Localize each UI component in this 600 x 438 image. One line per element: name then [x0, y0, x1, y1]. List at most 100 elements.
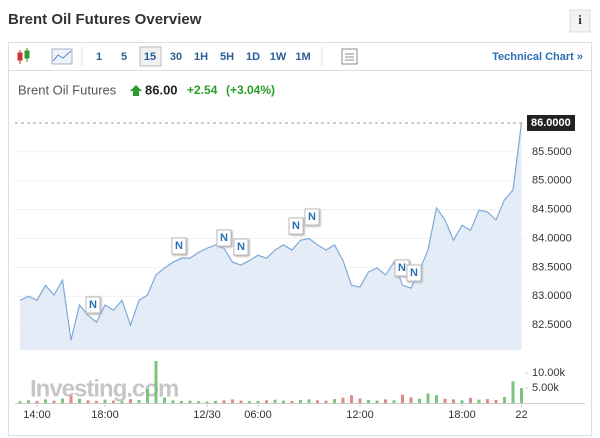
period-button[interactable]: 5H — [220, 51, 234, 63]
quote-change-pct: (+3.04%) — [226, 83, 275, 97]
news-marker[interactable] — [216, 229, 232, 247]
volume-bar — [401, 394, 404, 403]
volume-bar — [163, 397, 166, 403]
volume-bar — [214, 400, 217, 403]
price-area — [20, 122, 522, 350]
volume-bar — [409, 397, 413, 403]
x-tick-label: 12/30 — [193, 409, 221, 421]
x-tick-label: 18:00 — [91, 409, 119, 421]
volume-bar — [511, 381, 515, 403]
volume-bar — [503, 397, 506, 403]
volume-bar — [78, 398, 81, 403]
volume-bar — [392, 400, 396, 403]
technical-chart-link[interactable]: Technical Chart » — [492, 51, 583, 63]
x-tick-label: 18:00 — [448, 409, 476, 421]
volume-bar — [103, 399, 107, 403]
volume-bar — [358, 398, 362, 403]
volume-bar — [146, 388, 149, 403]
last-price-box — [527, 114, 575, 131]
quote-name: Brent Oil Futures — [18, 82, 117, 97]
volume-bar — [460, 400, 464, 403]
price-line — [19, 122, 523, 341]
volume-bar — [290, 400, 294, 403]
volume-bar — [273, 399, 277, 403]
volume-bar — [61, 398, 64, 403]
table-icon[interactable] — [341, 48, 358, 65]
volume-bar — [52, 400, 56, 403]
quote-change: +2.54 — [187, 83, 218, 97]
volume-bar — [35, 400, 39, 403]
volume-bar — [129, 399, 132, 403]
title: Brent Oil Futures Overview — [8, 11, 202, 28]
volume-bar — [248, 401, 251, 403]
news-marker[interactable] — [304, 208, 320, 226]
volume-bar — [44, 399, 47, 403]
news-label: N — [89, 299, 97, 311]
news-marker[interactable] — [171, 237, 187, 255]
news-marker[interactable] — [233, 238, 249, 256]
y-tick-label: 10.00k — [532, 367, 566, 379]
volume-bar — [324, 400, 328, 403]
volume-bar — [316, 400, 319, 403]
period-button[interactable]: 1W — [270, 51, 287, 63]
volume-bar — [469, 397, 472, 403]
period-button[interactable]: 1M — [295, 51, 310, 63]
volume-bar — [452, 399, 455, 403]
volume-bar — [27, 400, 30, 403]
volume-bar — [188, 400, 192, 403]
info-icon: i — [578, 12, 582, 27]
volume-bar — [18, 401, 22, 403]
news-label: N — [398, 262, 406, 274]
news-marker[interactable] — [85, 296, 101, 314]
period-button[interactable]: 5 — [121, 51, 127, 63]
volume-bar — [494, 400, 498, 403]
news-label: N — [308, 211, 316, 223]
period-button[interactable]: 1 — [96, 51, 102, 63]
candle-icon[interactable] — [17, 48, 30, 64]
volume-bar — [520, 388, 523, 403]
volume-bar — [426, 393, 430, 403]
volume-bar — [418, 398, 421, 403]
news-label: N — [237, 241, 245, 253]
quote-price: 86.00 — [145, 82, 178, 97]
y-tick-label: 5.00k — [532, 382, 559, 394]
volume-bar — [171, 400, 175, 403]
volume-bar — [384, 399, 387, 403]
news-label: N — [220, 232, 228, 244]
news-marker[interactable] — [288, 217, 304, 235]
volume-bar — [486, 399, 489, 403]
x-tick-label: 06:00 — [244, 409, 272, 421]
volume-bar — [307, 399, 311, 403]
period-button[interactable]: 1H — [194, 51, 208, 63]
y-tick-label: 85.0000 — [532, 175, 572, 187]
volume-bar — [231, 399, 234, 403]
volume-bar — [341, 397, 345, 403]
volume-bar — [69, 395, 73, 403]
volume-bar — [154, 361, 158, 403]
volume-bar — [256, 400, 260, 403]
volume-bar — [350, 395, 353, 403]
news-marker[interactable] — [406, 264, 422, 282]
volume-bar — [239, 400, 243, 403]
volume-bar — [265, 400, 268, 403]
volume-bar — [477, 399, 481, 403]
news-label: N — [292, 220, 300, 232]
volume-bar — [86, 400, 90, 403]
news-label: N — [410, 267, 418, 279]
info-button[interactable] — [569, 9, 591, 33]
period-button[interactable]: 1D — [246, 51, 260, 63]
x-tick-label: 14:00 — [23, 409, 51, 421]
last-price-label: 86.0000 — [531, 117, 571, 129]
volume-bar — [375, 400, 379, 403]
news-label: N — [175, 240, 183, 252]
area-icon[interactable] — [51, 48, 73, 65]
volume-bar — [333, 399, 336, 403]
volume-bar — [120, 401, 124, 403]
volume-bar — [443, 398, 447, 403]
period-button[interactable]: 30 — [170, 51, 182, 63]
volume-bar — [282, 400, 285, 403]
volume-bar — [197, 401, 200, 403]
period-button[interactable]: 15 — [144, 51, 156, 63]
volume-bar — [205, 401, 209, 403]
volume-bar — [435, 395, 438, 403]
